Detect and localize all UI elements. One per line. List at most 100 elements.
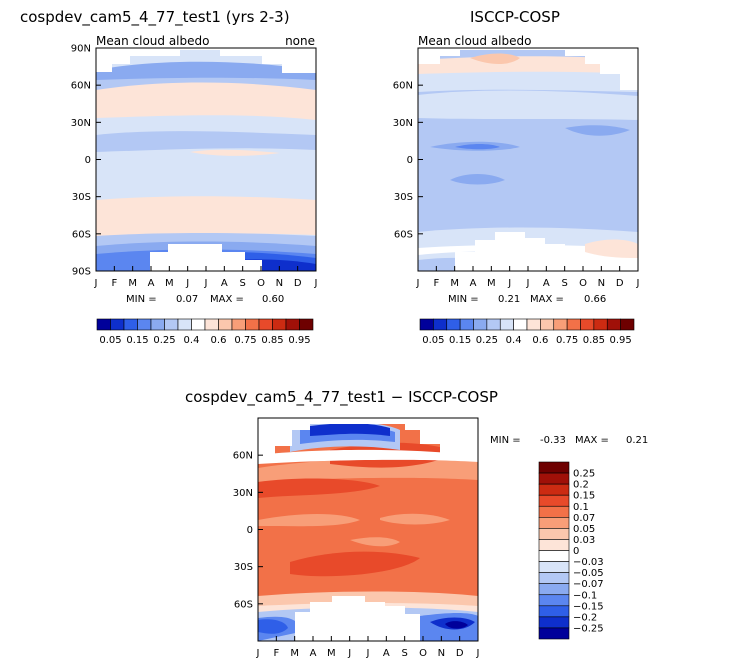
colorbar-swatch <box>538 472 570 485</box>
lat-tick-label: 60S <box>234 599 253 610</box>
lat-tick-label: 60N <box>233 451 253 462</box>
colorbar-label: 0.03 <box>573 535 595 546</box>
month-tick-label: N <box>598 278 605 289</box>
panel-model: cospdev_cam5_4_77_test1 (yrs 2-3) Mean c… <box>20 8 317 346</box>
month-tick-label: M <box>128 278 137 289</box>
min-value: -0.33 <box>540 435 566 446</box>
colorbar-swatch <box>538 550 570 562</box>
colorbar-swatch <box>177 318 192 331</box>
colorbar-label: 0.25 <box>153 335 175 346</box>
colorbar-swatch <box>272 318 287 331</box>
panel-subtitle: Mean cloud albedo <box>96 34 209 48</box>
colorbar-swatch <box>137 318 152 331</box>
colorbar-swatch <box>218 318 233 331</box>
colorbar-swatch <box>96 318 111 331</box>
lat-axis: 60N 30N 0 30S 60S <box>393 81 423 240</box>
contour-band <box>455 144 500 150</box>
colorbar-swatch <box>538 539 570 551</box>
colorbar-label: 0.15 <box>573 491 595 502</box>
colorbar-swatch <box>538 528 570 540</box>
colorbar-swatch <box>299 318 314 331</box>
lat-tick-label: 0 <box>85 155 91 166</box>
colorbar-swatch <box>538 594 570 607</box>
contour-band <box>258 458 478 482</box>
contour-band <box>565 125 630 136</box>
colorbar-swatch <box>513 318 528 331</box>
contour-band <box>258 514 360 527</box>
plot-area <box>95 47 317 272</box>
month-tick-label: J <box>94 278 98 289</box>
colorbar-label: 0.25 <box>476 335 498 346</box>
colorbar-swatch <box>538 572 570 584</box>
lat-tick-label: 30S <box>394 192 413 203</box>
contour-band <box>96 82 316 120</box>
colorbar-swatch <box>204 318 219 331</box>
panel-observation: ISCCP-COSP Mean cloud albedo 60N30N030S6… <box>393 8 640 346</box>
month-tick-label: A <box>310 648 317 659</box>
contour-band <box>418 90 638 120</box>
min-label: MIN = <box>448 294 479 305</box>
month-tick-label: D <box>456 648 464 659</box>
colorbar-label: 0.05 <box>573 524 595 535</box>
contour-band <box>445 621 468 629</box>
colorbar-swatch <box>245 318 260 331</box>
max-value: 0.66 <box>584 294 606 305</box>
colorbar-label: 0.07 <box>573 513 595 524</box>
max-value: 0.60 <box>262 294 284 305</box>
colorbar-swatch <box>110 318 125 331</box>
colorbar-swatch <box>191 318 206 331</box>
colorbar-swatch <box>123 318 138 331</box>
month-tick-label: M <box>487 278 496 289</box>
panel-title: ISCCP-COSP <box>470 8 560 26</box>
month-tick-label: N <box>276 278 283 289</box>
colorbar-label: −0.2 <box>573 612 597 623</box>
contour-band <box>258 478 380 498</box>
colorbar-label: 0.75 <box>556 335 578 346</box>
contour-band <box>418 68 638 92</box>
month-tick-label: A <box>221 278 228 289</box>
missing-data <box>258 418 478 460</box>
month-tick-label: A <box>543 278 550 289</box>
missing-data <box>96 48 316 73</box>
colorbar-label: 0.1 <box>573 502 589 513</box>
month-tick-label: M <box>450 278 459 289</box>
lat-tick-label: 90N <box>71 44 91 55</box>
colorbar-label: 0.05 <box>422 335 444 346</box>
colorbar-swatch <box>164 318 179 331</box>
colorbar-label: 0.15 <box>449 335 471 346</box>
contour-band <box>418 56 638 74</box>
lat-axis: 90N 60N 30N 0 30S 60S 90S <box>71 44 101 278</box>
missing-data <box>455 232 585 271</box>
month-tick-label: J <box>347 648 351 659</box>
colorbar-swatch <box>538 616 570 629</box>
colorbar-swatch <box>538 505 570 518</box>
month-tick-label: F <box>111 278 117 289</box>
month-tick-label: J <box>636 278 640 289</box>
month-tick-label: J <box>185 278 189 289</box>
colorbar-label: 0.4 <box>506 335 522 346</box>
lat-tick-label: 60N <box>393 81 413 92</box>
colorbar-swatch <box>538 561 570 573</box>
colorbar-swatch <box>538 461 570 474</box>
colorbar-swatch <box>620 318 635 331</box>
colorbar-label: −0.15 <box>573 601 604 612</box>
month-tick-label: A <box>470 278 477 289</box>
colorbar-label: 0.75 <box>234 335 256 346</box>
contour-band <box>96 131 316 152</box>
lat-tick-label: 30N <box>71 118 91 129</box>
colorbar-swatch <box>538 605 570 618</box>
colorbar: 0.05 0.15 0.25 0.4 0.6 0.75 0.85 0.95 <box>419 318 635 346</box>
colorbar-swatch <box>526 318 541 331</box>
month-tick-label: D <box>294 278 302 289</box>
max-label: MAX = <box>575 435 609 446</box>
colorbar-label: 0.85 <box>261 335 283 346</box>
min-label: MIN = <box>126 294 157 305</box>
contour-band <box>450 174 505 185</box>
colorbar-swatch <box>419 318 434 331</box>
lat-tick-label: 60N <box>71 81 91 92</box>
colorbar-label: 0 <box>573 546 579 557</box>
missing-data <box>418 48 638 90</box>
